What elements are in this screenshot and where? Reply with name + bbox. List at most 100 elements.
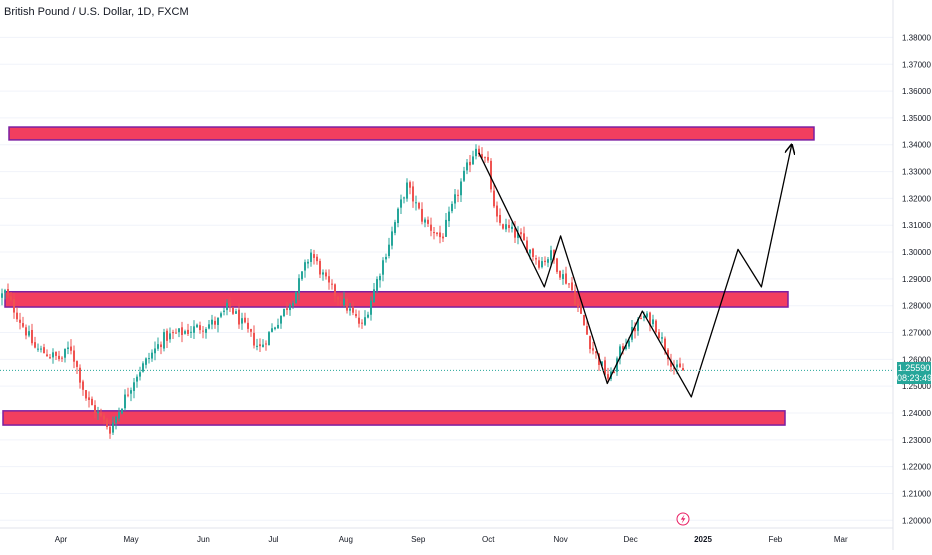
- candle-body: [325, 272, 327, 277]
- candle-body: [481, 154, 483, 159]
- candle-body: [406, 182, 408, 199]
- y-tick-label: 1.20000: [902, 516, 931, 525]
- candle-body: [19, 319, 21, 323]
- candle-body: [589, 336, 591, 350]
- candle-body: [505, 224, 507, 230]
- zone-rect[interactable]: [2, 410, 786, 426]
- y-tick-label: 1.30000: [902, 248, 931, 257]
- x-tick-label: Jul: [268, 535, 278, 544]
- candle-body: [64, 348, 66, 358]
- candle-body: [544, 260, 546, 263]
- candle-body: [178, 328, 180, 333]
- candle-body: [574, 290, 576, 305]
- candle-body: [283, 308, 285, 317]
- candle-body: [487, 157, 489, 161]
- candle-body: [367, 314, 369, 318]
- candle-body: [346, 299, 348, 311]
- candle-body: [457, 194, 459, 196]
- candle-body: [67, 347, 69, 350]
- candle-body: [277, 324, 279, 329]
- candle-body: [106, 419, 108, 428]
- candle-body: [541, 261, 543, 268]
- candle-body: [184, 331, 186, 334]
- zone-rect[interactable]: [4, 290, 789, 308]
- candle-body: [10, 296, 12, 300]
- candle-body: [439, 232, 441, 238]
- candle-body: [358, 317, 360, 324]
- candle-body: [373, 289, 375, 303]
- y-tick-label: 1.29000: [902, 275, 931, 284]
- candle-body: [616, 358, 618, 372]
- candle-body: [157, 344, 159, 349]
- candle-body: [556, 258, 558, 272]
- candle-body: [166, 330, 168, 341]
- y-tick-label: 1.28000: [902, 302, 931, 311]
- candle-body: [268, 332, 270, 346]
- candle-body: [571, 282, 573, 291]
- candle-body: [463, 170, 465, 181]
- candle-body: [211, 319, 213, 325]
- candle-body: [337, 297, 339, 300]
- candle-body: [433, 232, 435, 234]
- candle-body: [676, 364, 678, 368]
- x-tick-label: 2025: [694, 535, 712, 544]
- candle-body: [382, 260, 384, 275]
- y-tick-label: 1.23000: [902, 436, 931, 445]
- candle-body: [289, 305, 291, 311]
- candle-body: [223, 310, 225, 312]
- candle-body: [58, 355, 60, 360]
- y-tick-label: 1.37000: [902, 60, 931, 69]
- candle-body: [601, 361, 603, 366]
- candle-body: [292, 303, 294, 306]
- candle-body: [175, 332, 177, 334]
- candle-body: [7, 289, 9, 296]
- candle-body: [160, 344, 162, 348]
- candle-body: [526, 240, 528, 253]
- candle-body: [361, 322, 363, 324]
- candle-body: [445, 219, 447, 237]
- candle-body: [646, 313, 648, 317]
- candle-body: [514, 228, 516, 238]
- candle-body: [451, 203, 453, 212]
- lightning-icon[interactable]: [676, 512, 690, 526]
- candle-body: [265, 343, 267, 345]
- candle-body: [442, 236, 444, 239]
- time-axis[interactable]: Apr May Jun Jul Aug Sep Oct Nov Dec 2025 Feb Mar: [0, 527, 893, 544]
- candle-body: [349, 308, 351, 311]
- y-tick-label: 1.36000: [902, 87, 931, 96]
- candle-body: [340, 301, 342, 305]
- candle-body: [679, 363, 681, 368]
- candle-body: [478, 148, 480, 155]
- candle-body: [97, 411, 99, 414]
- candle-body: [634, 328, 636, 332]
- candle-body: [352, 307, 354, 313]
- candle-body: [586, 326, 588, 335]
- candle-body: [217, 317, 219, 325]
- candle-body: [76, 361, 78, 367]
- candle-body: [4, 290, 6, 293]
- candle-body: [310, 252, 312, 262]
- candle-body: [562, 274, 564, 280]
- price-axis[interactable]: 1.20000 1.21000 1.22000 1.23000 1.24000 1.250…: [892, 0, 931, 550]
- candle-body: [190, 331, 192, 333]
- candle-body: [529, 249, 531, 254]
- candle-body: [256, 345, 258, 347]
- candle-body: [61, 357, 63, 359]
- candle-body: [37, 348, 39, 350]
- zone-rect[interactable]: [8, 126, 815, 141]
- projection-path[interactable]: [478, 145, 792, 398]
- candle-body: [25, 327, 27, 336]
- candle-body: [22, 323, 24, 327]
- candle-body: [172, 332, 174, 334]
- candle-body: [28, 331, 30, 336]
- candle-body: [583, 315, 585, 326]
- y-tick-label: 1.33000: [902, 168, 931, 177]
- candle-body: [124, 394, 126, 409]
- candle-body: [628, 340, 630, 347]
- candle-body: [301, 271, 303, 280]
- candle-body: [109, 426, 111, 434]
- candle-body: [142, 363, 144, 372]
- candle-body: [169, 333, 171, 340]
- candle-body: [640, 318, 642, 320]
